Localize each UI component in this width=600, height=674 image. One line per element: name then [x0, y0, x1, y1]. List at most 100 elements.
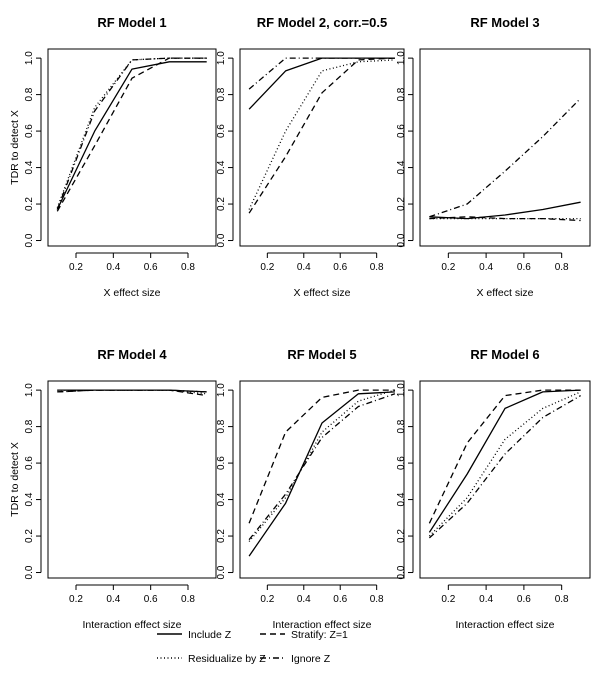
y-tick-label: 0.2	[24, 529, 35, 543]
y-tick-label: 0.4	[396, 160, 407, 174]
y-tick-label: 0.4	[24, 492, 35, 506]
y-tick-label: 0.8	[396, 87, 407, 101]
series-residualize-by-z	[56, 57, 207, 208]
series-include-z	[429, 201, 581, 220]
y-tick-label: 1.0	[216, 51, 227, 65]
y-tick-label: 0.2	[396, 529, 407, 543]
y-tick-label: 0.0	[24, 233, 35, 247]
y-tick-label: 0.4	[396, 492, 407, 506]
x-axis-label: Interaction effect size	[272, 619, 371, 631]
y-tick-label: 1.0	[24, 383, 35, 397]
x-tick-label: 0.6	[144, 262, 158, 273]
series-include-z	[248, 391, 395, 557]
plot-frame	[419, 48, 591, 247]
legend-label-residualize: Residualize by Z	[188, 653, 266, 665]
legend-label-include-z: Include Z	[188, 629, 232, 641]
x-tick-label: 0.8	[370, 262, 384, 273]
panels: RF Model 1 0.0 0.2 0.4 0.6 0.8 1.0 0.2 0.4 0.6 0.8…	[9, 15, 591, 631]
x-tick-label: 0.8	[181, 262, 195, 273]
plot-frame	[239, 48, 405, 247]
panel-title: RF Model 6	[470, 347, 539, 362]
x-tick-label: 0.4	[479, 594, 493, 605]
x-tick-label: 0.8	[555, 594, 569, 605]
y-tick-label: 0.0	[396, 233, 407, 247]
legend-label-ignore: Ignore Z	[291, 653, 331, 665]
x-tick-label: 0.2	[69, 594, 83, 605]
x-tick-label: 0.2	[260, 594, 274, 605]
series-ignore-z	[428, 395, 581, 539]
y-tick-label: 0.6	[24, 124, 35, 138]
y-tick-label: 0.2	[216, 529, 227, 543]
x-tick-label: 0.6	[517, 594, 531, 605]
panel-6: RF Model 6 0.0 0.2 0.4 0.6 0.8 1.0 0.2 0.4 0.6 0.8…	[396, 347, 591, 631]
y-tick-label: 0.4	[216, 160, 227, 174]
panel-3: RF Model 3 0.0 0.2 0.4 0.6 0.8 1.0 0.2 0.4 0.6 0.8…	[396, 15, 591, 299]
series-include-z	[56, 61, 207, 210]
x-tick-label: 0.4	[479, 262, 493, 273]
panel-2: RF Model 2, corr.=0.5 0.0 0.2 0.4 0.6 0.8 1.0 0…	[216, 15, 405, 299]
x-axis-label: X effect size	[476, 287, 533, 299]
y-tick-label: 0.6	[24, 456, 35, 470]
series-stratify-z-1	[248, 389, 395, 524]
legend: Include Z Stratify: Z=1 Residualize by Z…	[157, 629, 348, 665]
panel-5: RF Model 5 0.0 0.2 0.4 0.6 0.8 1.0 0.2 0.4 0.6 0.8…	[216, 347, 405, 631]
series-ignore-z	[248, 393, 396, 541]
x-tick-label: 0.2	[441, 262, 455, 273]
y-tick-label: 0.2	[396, 197, 407, 211]
panel-title: RF Model 2, corr.=0.5	[257, 15, 387, 30]
y-tick-label: 0.2	[216, 197, 227, 211]
y-tick-label: 0.4	[216, 492, 227, 506]
y-tick-label: 0.4	[24, 160, 35, 174]
plot-frame	[47, 380, 217, 579]
y-tick-label: 1.0	[216, 383, 227, 397]
series-ignore-z	[429, 97, 582, 218]
x-axis-label: X effect size	[103, 287, 160, 299]
y-tick-label: 1.0	[396, 383, 407, 397]
series-ignore-z	[57, 389, 207, 393]
y-tick-label: 0.6	[396, 124, 407, 138]
legend-label-stratify: Stratify: Z=1	[291, 629, 348, 641]
x-tick-label: 0.2	[441, 594, 455, 605]
series-ignore-z	[56, 57, 207, 210]
y-tick-label: 0.0	[216, 565, 227, 579]
x-tick-label: 0.6	[333, 262, 347, 273]
x-tick-label: 0.8	[370, 594, 384, 605]
series-include-z	[248, 57, 395, 110]
series-stratify-z-1	[56, 57, 207, 212]
plot-frame	[239, 380, 405, 579]
y-tick-label: 0.0	[396, 565, 407, 579]
y-axis-label: TDR to detect X	[9, 110, 21, 185]
panel-4: RF Model 4 0.0 0.2 0.4 0.6 0.8 1.0 0.2 0.4 0.6 0.8…	[9, 347, 217, 631]
plot-frame	[419, 380, 591, 579]
x-axis-label: X effect size	[293, 287, 350, 299]
y-tick-label: 0.6	[396, 456, 407, 470]
y-tick-label: 0.8	[216, 419, 227, 433]
series-residualize-by-z	[248, 389, 396, 542]
y-tick-label: 1.0	[396, 51, 407, 65]
panel-title: RF Model 1	[97, 15, 166, 30]
x-tick-label: 0.6	[333, 594, 347, 605]
y-tick-label: 0.6	[216, 124, 227, 138]
y-tick-label: 0.8	[216, 87, 227, 101]
panel-title: RF Model 5	[287, 347, 356, 362]
x-axis-label: Interaction effect size	[455, 619, 554, 631]
x-tick-label: 0.4	[297, 594, 311, 605]
series-residualize-by-z	[57, 389, 207, 395]
x-tick-label: 0.4	[106, 594, 120, 605]
series-ignore-z	[248, 57, 395, 90]
panel-title: RF Model 3	[470, 15, 539, 30]
x-tick-label: 0.4	[106, 262, 120, 273]
y-tick-label: 0.6	[216, 456, 227, 470]
x-tick-label: 0.6	[144, 594, 158, 605]
x-tick-label: 0.6	[517, 262, 531, 273]
y-tick-label: 0.8	[24, 87, 35, 101]
series-stratify-z-1	[248, 57, 395, 214]
y-tick-label: 0.8	[396, 419, 407, 433]
x-tick-label: 0.8	[555, 262, 569, 273]
y-tick-label: 0.0	[216, 233, 227, 247]
panel-1: RF Model 1 0.0 0.2 0.4 0.6 0.8 1.0 0.2 0.4 0.6 0.8…	[9, 15, 217, 299]
series-residualize-by-z	[428, 391, 581, 537]
series-stratify-z-1	[428, 389, 581, 524]
panel-title: RF Model 4	[97, 347, 167, 362]
